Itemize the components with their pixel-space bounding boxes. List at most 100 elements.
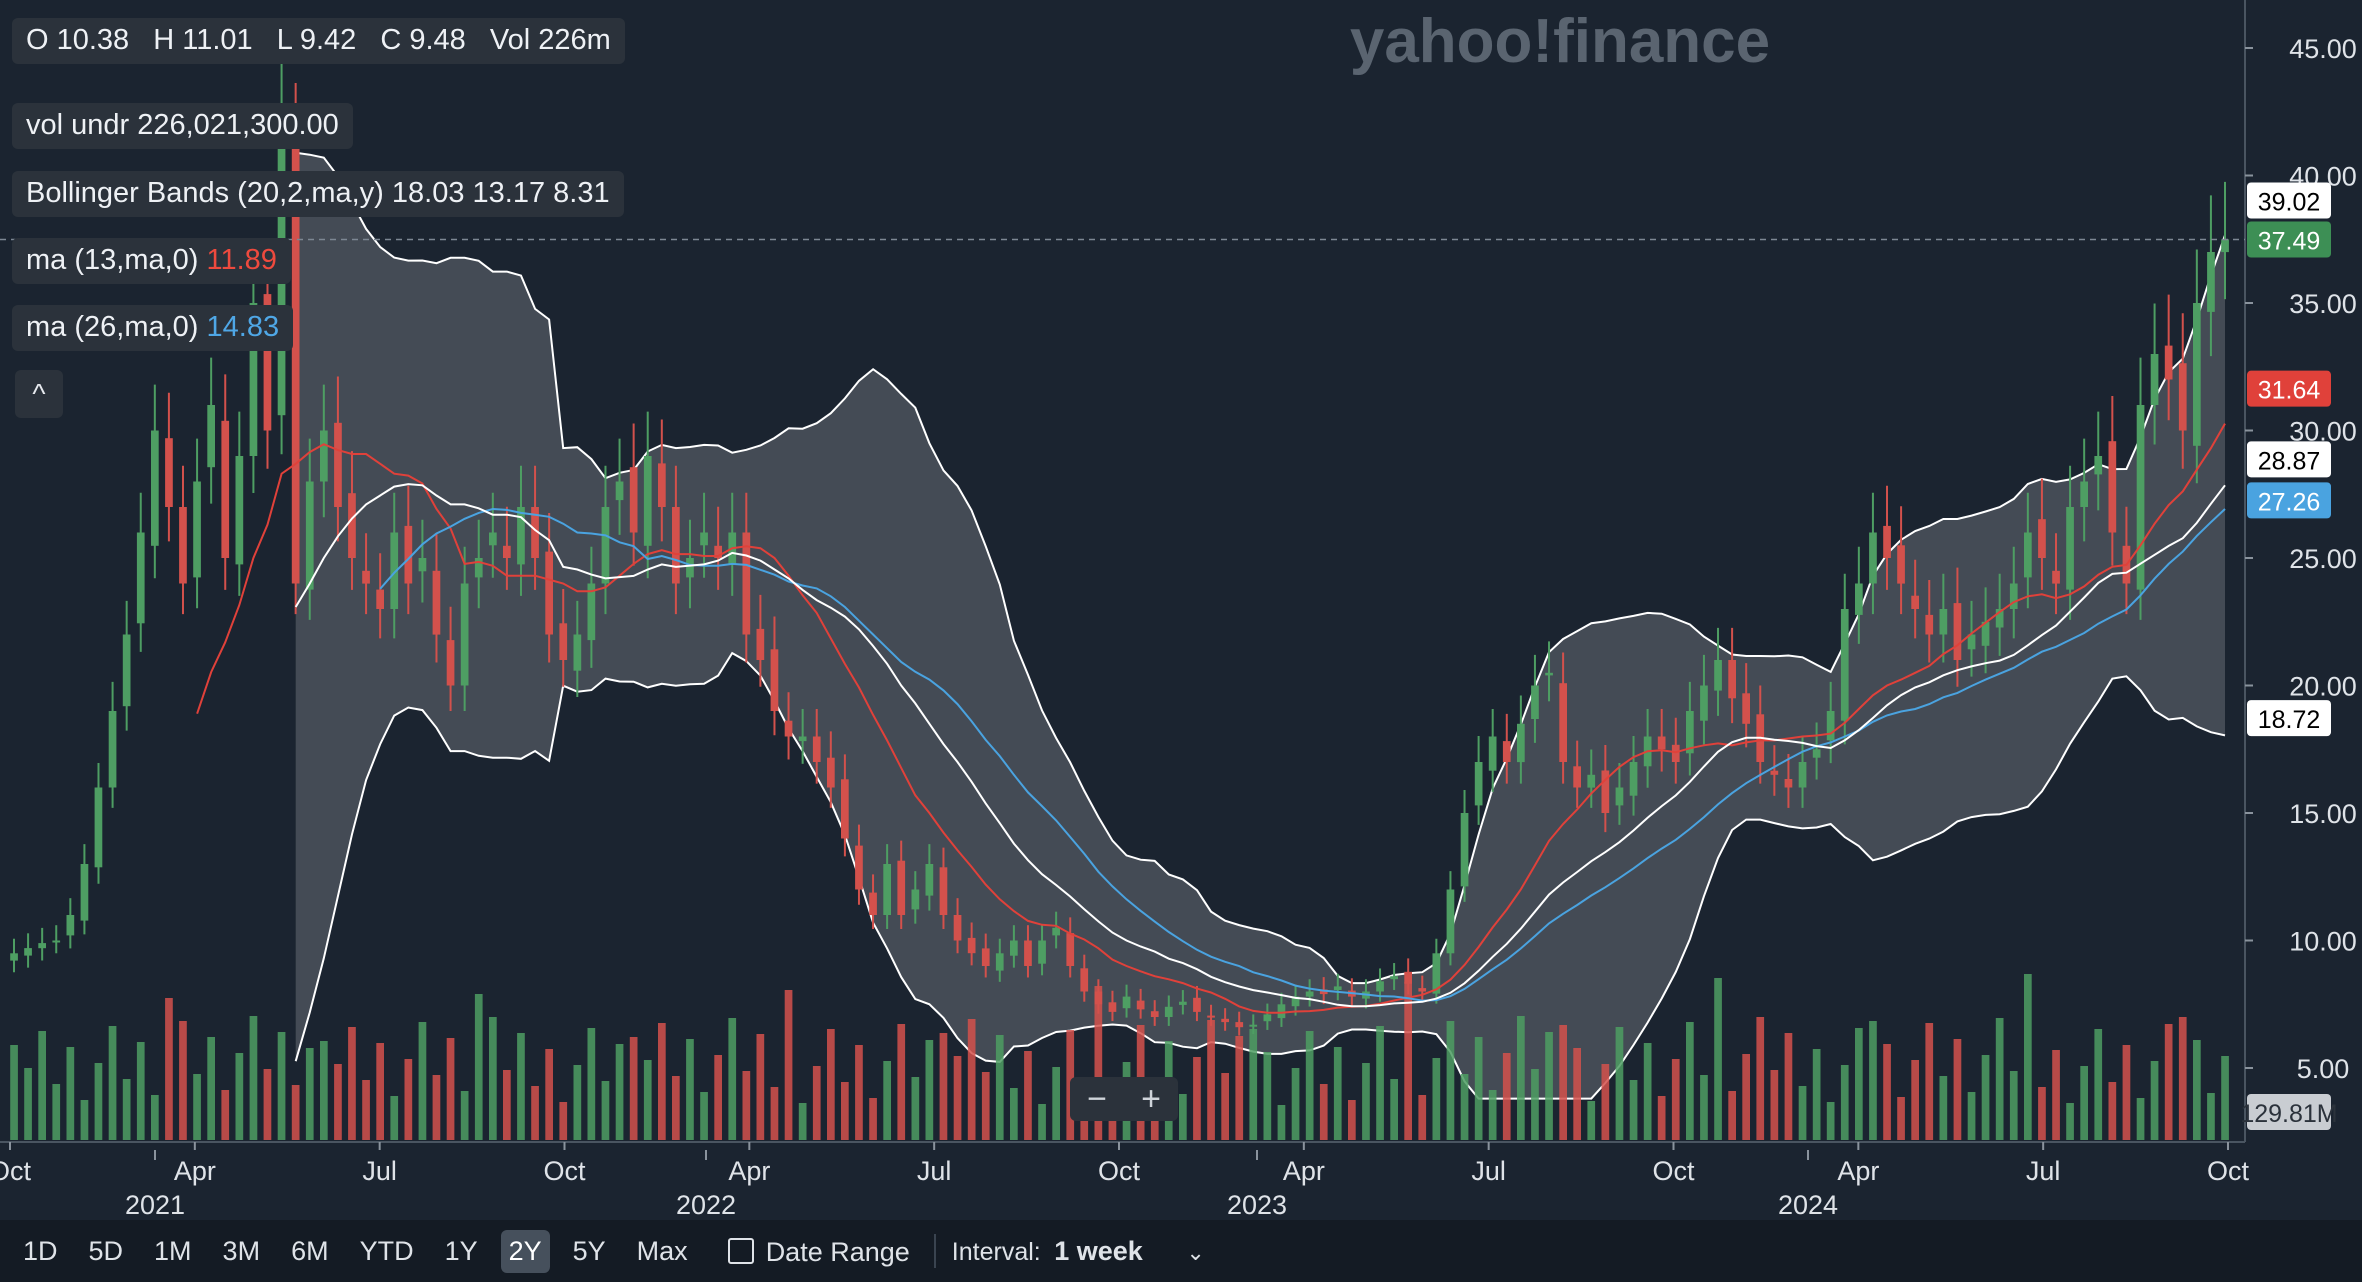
candle-body [1488,736,1497,771]
candle-body [981,948,990,966]
x-tick-label: Apr [1283,1156,1325,1186]
candle-body [1249,1024,1258,1027]
candle-body [798,736,807,742]
ma13-line [196,423,2226,1014]
range-1m[interactable]: 1M [154,1235,192,1266]
volume-bar [1615,1027,1624,1140]
chart-area[interactable]: yahoo!finance 45.00 40.00 35.00 30.00 25.00 20… [0,0,2362,1220]
chart-canvas[interactable]: yahoo!finance 45.0040.0035.0030.0025.0020… [0,0,2362,1220]
volume-bar [1404,982,1412,1140]
interval-selector[interactable]: Interval: 1 week ⌄ [952,1236,1205,1267]
candle-body [1263,1014,1272,1022]
candle-body [1883,525,1891,558]
range-5y[interactable]: 5Y [572,1235,606,1266]
volume-bar [1714,978,1722,1140]
volume-bar [1038,1104,1046,1140]
volume-bar [108,1026,117,1140]
price-tag [2247,482,2331,519]
candle-body [404,525,413,584]
volume-bar [334,1064,342,1140]
range-max[interactable]: Max [636,1235,688,1266]
volume-bar [2193,1040,2201,1140]
candle-body [2207,252,2215,312]
volume-bar [1179,1094,1187,1140]
volume-bar [545,1049,553,1140]
range-ytd[interactable]: YTD [359,1235,414,1266]
volume-bar [827,1029,835,1140]
candle-body [418,558,427,572]
volume-bar [1333,1047,1342,1140]
candle-body [1052,927,1060,936]
x-tick-label: Oct [543,1156,586,1186]
candle-body [446,640,455,686]
candle-body [531,507,539,558]
volume-bar [925,1040,934,1140]
range-5d[interactable]: 5D [88,1235,124,1266]
range-2y[interactable]: 2Y [500,1229,550,1273]
volume-bar [446,1038,455,1140]
volume-bar [179,1021,187,1140]
indicator-ma26[interactable]: ma (26,ma,0) 14.83 [12,305,294,351]
volume-bar [686,1039,694,1140]
range-6m[interactable]: 6M [291,1235,329,1266]
volume-bar [700,1092,708,1140]
candle-body [1474,762,1483,806]
collapse-indicators-icon[interactable]: ^ [15,370,63,418]
candle-body [629,467,638,533]
ma13-value: 11.89 [206,244,277,276]
candle-body [784,720,793,737]
candle-body [1108,1002,1117,1012]
candle-body [1531,685,1539,719]
candle-body [1981,621,1990,646]
candle-body [1024,940,1032,966]
volume-bar [517,1033,525,1140]
candle-body [1826,711,1835,741]
range-1d[interactable]: 1D [23,1235,58,1266]
price-tag-label: 27.26 [2258,488,2321,516]
volume-bar [94,1063,103,1140]
volume-bar [1319,1084,1328,1140]
volume-bar [362,1080,370,1140]
x-tick-label: Oct [1098,1156,1141,1186]
indicator-bollinger[interactable]: Bollinger Bands (20,2,ma,y) 18.03 13.17 … [12,171,624,217]
candle-body [235,456,244,565]
candle-body [672,507,680,584]
volume-bar [531,1086,539,1140]
indicator-ma13[interactable]: ma (13,ma,0) 11.89 [12,238,291,284]
volume-bar [24,1068,32,1140]
candle-body [1869,532,1877,584]
range-3m[interactable]: 3M [222,1235,261,1266]
volume-bar [601,1081,610,1140]
candle-body [1305,991,1314,997]
volume-bar [559,1102,568,1140]
candle-body [1404,971,1412,984]
y-tick-label: 5.00 [2297,1054,2350,1084]
indicator-vol-undr[interactable]: vol undr 226,021,300.00 [12,103,353,149]
volume-bar [953,1056,962,1140]
zoom-in-button[interactable]: + [1141,1079,1161,1118]
price-tag-label: 129.81M [2240,1100,2337,1128]
candle-body [2024,532,2032,578]
candle-body [348,493,356,558]
date-range-button[interactable]: Date Range [720,1229,918,1274]
candle-body [700,532,708,546]
zoom-controls: − + [1070,1077,1178,1121]
price-tag-label: 18.72 [2258,706,2321,734]
volume-bar [1235,1036,1244,1140]
volume-bar [643,1060,652,1140]
volume-bar [1700,1075,1708,1140]
range-1y[interactable]: 1Y [444,1235,478,1266]
price-tag [2247,182,2331,219]
y-tick-label: 10.00 [2289,927,2357,957]
interval-value: 1 week [1054,1235,1143,1266]
candle-body [1953,603,1962,660]
candle-body [207,405,215,468]
candle-body [376,589,384,609]
zoom-out-button[interactable]: − [1087,1079,1107,1118]
volume-bar [1221,1073,1229,1140]
candle-body [1319,989,1328,995]
volume-bar [1939,1076,1948,1140]
volume-bar [1193,1057,1201,1140]
x-tick-label: Jul [362,1156,397,1186]
volume-bar [277,1032,286,1140]
